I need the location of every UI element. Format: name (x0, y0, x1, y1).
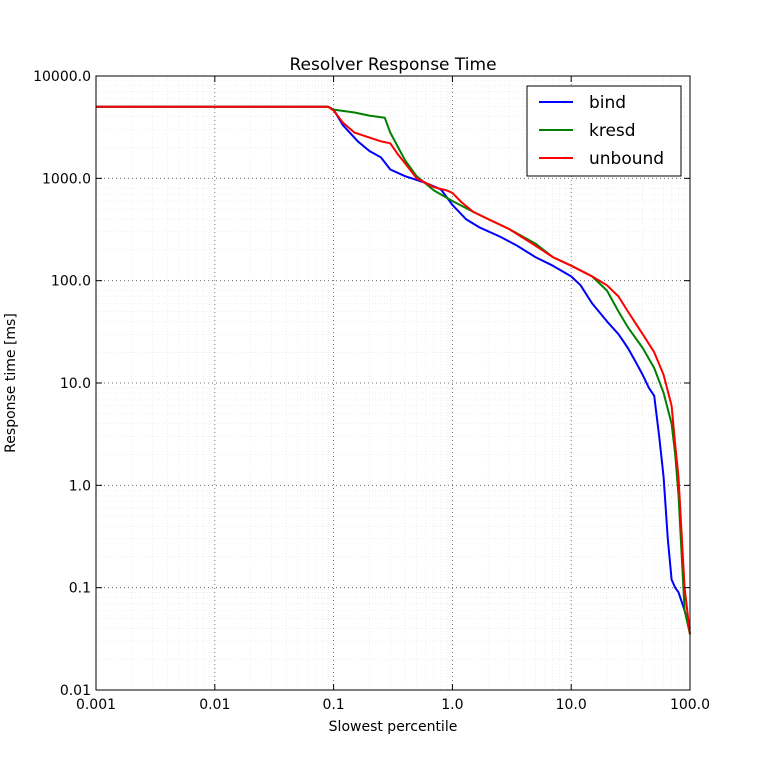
legend-label-unbound: unbound (589, 149, 664, 169)
ticks: 0.001 0.01 0.1 1.0 10.0 100.00.010.11.010.010… (33, 69, 710, 713)
x-tick-label: 0.1 (322, 697, 344, 713)
plot-lines (96, 105, 691, 635)
series-line-bind (96, 105, 691, 629)
x-tick-label: 10.0 (556, 697, 587, 713)
legend-label-kresd: kresd (589, 121, 636, 141)
x-tick-label: 0.001 (76, 697, 116, 713)
x-axis-label: Slowest percentile (329, 719, 458, 735)
y-tick-label: 0.1 (69, 581, 91, 597)
chart-title: Resolver Response Time (289, 55, 496, 75)
legend: bind kresd unbound (526, 85, 682, 177)
y-tick-label: 10000.0 (33, 69, 91, 85)
series-line-unbound (96, 105, 691, 635)
y-axis-label: Response time [ms] (3, 313, 19, 453)
legend-label-bind: bind (589, 93, 626, 113)
x-tick-label: 0.01 (199, 697, 230, 713)
x-tick-label: 100.0 (670, 697, 710, 713)
y-tick-label: 100.0 (51, 274, 91, 290)
y-tick-label: 1.0 (69, 478, 91, 494)
y-tick-label: 1000.0 (42, 171, 91, 187)
series-line-kresd (96, 105, 691, 635)
x-tick-label: 1.0 (441, 697, 463, 713)
y-tick-label: 0.01 (60, 683, 91, 699)
y-tick-label: 10.0 (60, 376, 91, 392)
